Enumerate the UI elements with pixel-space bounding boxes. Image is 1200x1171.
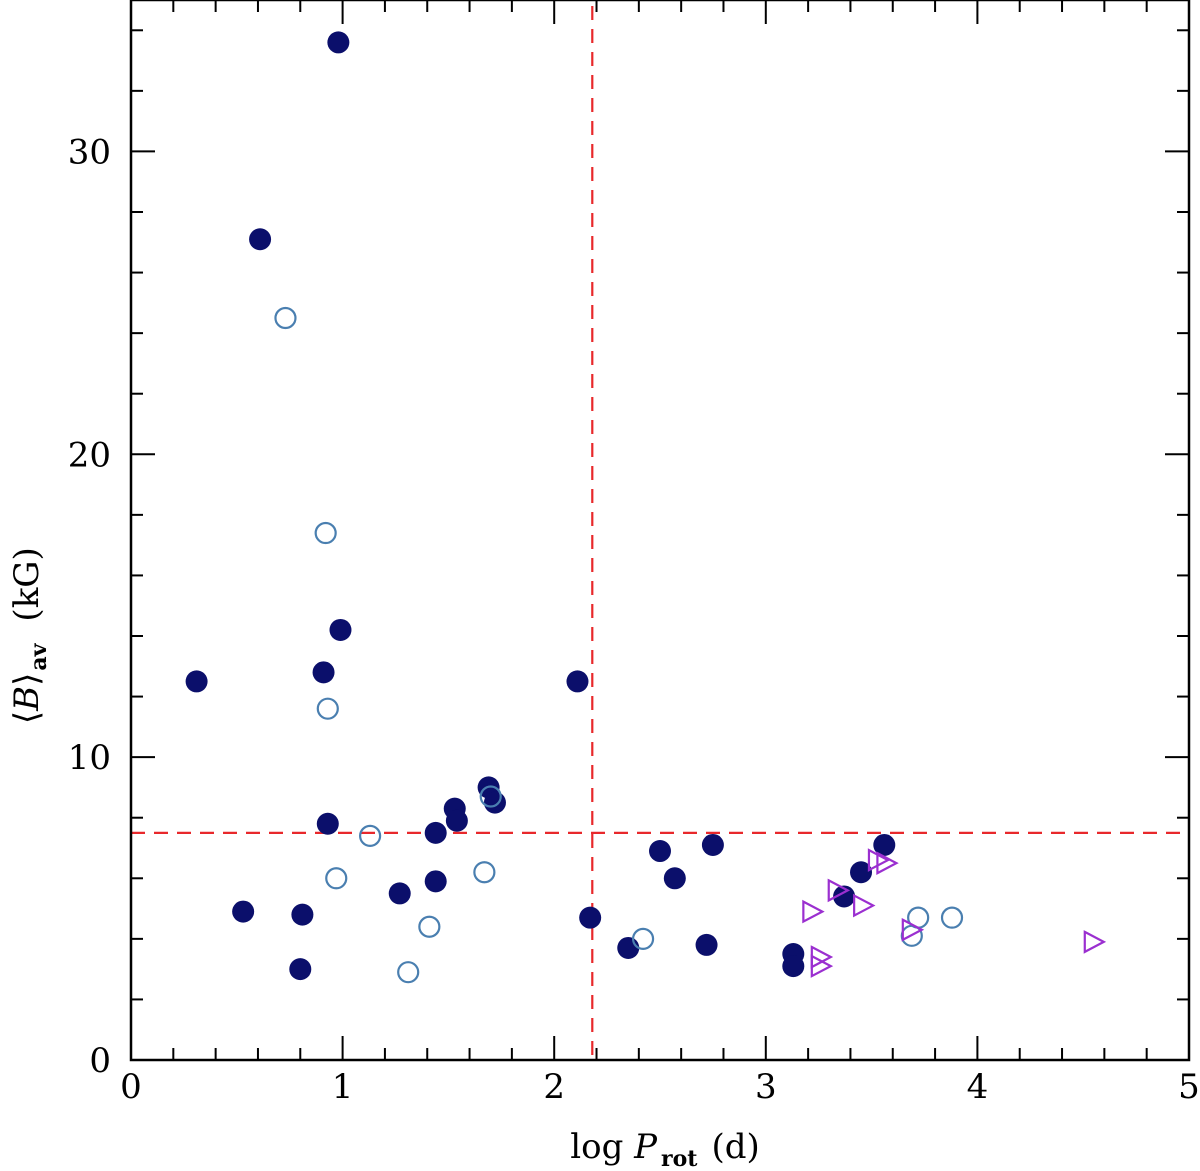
x-tick-label: 5 xyxy=(1178,1067,1200,1107)
data-markers xyxy=(185,31,1107,984)
open-circle-point xyxy=(314,521,337,545)
y-tick-label: 20 xyxy=(68,435,111,475)
y-tick-label: 30 xyxy=(68,132,111,172)
filled-circle-point xyxy=(566,670,589,693)
filled-circle-point xyxy=(388,882,411,905)
y-axis-unit: (kG) xyxy=(7,547,47,621)
open-triangle-point xyxy=(827,878,851,903)
open-circle-point xyxy=(940,906,964,929)
filled-circle-point xyxy=(701,833,724,856)
filled-circle-point xyxy=(833,885,856,908)
filled-circle-point xyxy=(312,661,335,684)
filled-circle-point xyxy=(424,870,447,893)
y-axis-left-bracket: ⟨ xyxy=(7,711,47,724)
x-tick-label: 0 xyxy=(120,1067,142,1107)
open-triangle-point xyxy=(901,917,925,942)
axis-ticks xyxy=(130,0,1190,1061)
open-circle-point xyxy=(316,697,339,720)
y-tick-label: 0 xyxy=(89,1041,111,1081)
filled-circle-point xyxy=(291,903,314,926)
open-circle-point xyxy=(418,915,441,938)
x-tick-label: 4 xyxy=(967,1067,989,1107)
x-axis-unit: (d) xyxy=(711,1127,759,1167)
filled-circle-point xyxy=(649,840,671,863)
y-axis-title: ⟨B⟩ av (kG) xyxy=(7,547,52,724)
open-triangle-point xyxy=(876,851,899,875)
filled-circle-point xyxy=(316,812,339,835)
y-axis-right-bracket: ⟩ xyxy=(7,673,47,686)
open-circle-point xyxy=(397,961,420,984)
open-circle-point xyxy=(325,867,348,890)
filled-circle-point xyxy=(327,31,350,54)
open-circle-point xyxy=(359,824,382,847)
x-tick-label: 3 xyxy=(755,1067,777,1107)
reference-lines xyxy=(131,6,1189,1060)
x-axis-prefix: log xyxy=(570,1127,634,1167)
x-tick-label: 2 xyxy=(543,1067,565,1107)
open-circle-point xyxy=(631,927,655,950)
open-circle-point xyxy=(473,861,496,884)
filled-circle-point xyxy=(873,833,896,856)
tick-labels: 0 1 2 3 4 5 0 10 20 30 xyxy=(68,132,1200,1107)
open-circle-point xyxy=(274,306,297,330)
filled-circle-point xyxy=(329,618,352,641)
filled-circle-point xyxy=(617,936,640,959)
filled-circle-point xyxy=(232,900,255,923)
x-axis-var: P xyxy=(633,1127,658,1167)
x-axis-subscript: rot xyxy=(661,1146,698,1171)
filled-circle-point xyxy=(579,906,602,929)
filled-circle-point xyxy=(424,821,447,844)
open-triangle-point xyxy=(802,899,825,924)
open-triangle-point xyxy=(1083,930,1107,954)
open-triangle-point xyxy=(853,893,876,918)
y-axis-subscript: av xyxy=(26,642,52,670)
open-circle-point xyxy=(479,785,502,808)
filled-circle-point xyxy=(663,867,686,890)
filled-circle-point xyxy=(249,228,272,251)
filled-circle-point xyxy=(289,958,312,981)
x-tick-label: 1 xyxy=(332,1067,354,1107)
filled-circle-point xyxy=(782,955,805,978)
y-tick-label: 10 xyxy=(68,738,111,778)
filled-circle-point xyxy=(695,933,718,956)
filled-circle-point xyxy=(850,861,873,884)
filled-circle-point xyxy=(483,791,506,814)
plot-frame xyxy=(129,0,1191,1062)
filled-circle-point xyxy=(185,670,208,693)
filled-circle-point xyxy=(445,809,468,832)
y-axis-var: B xyxy=(7,686,47,712)
open-triangle-point xyxy=(810,954,834,978)
